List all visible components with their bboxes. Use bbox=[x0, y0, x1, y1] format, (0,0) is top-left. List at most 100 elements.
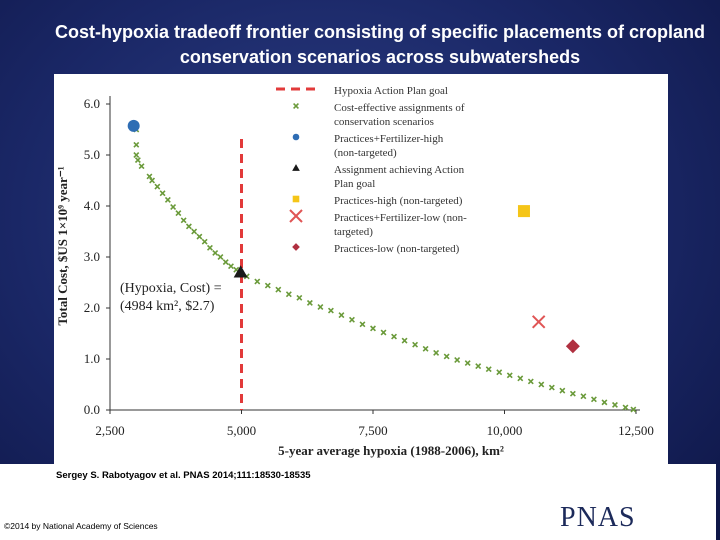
axes-layer: 0.0 1.0 2.0 3.0 4.0 5.0 6.0 2,500 5,000 7,500 10,0… bbox=[84, 96, 654, 438]
frontier-point bbox=[380, 329, 387, 336]
frontier-point bbox=[601, 399, 608, 406]
y-axis-label: Total Cost, $US 1×10⁹ year⁻¹ bbox=[55, 166, 70, 325]
legend-item-label: Practices-low (non-targeted) bbox=[334, 243, 460, 255]
legend-item-label: Hypoxia Action Plan goal bbox=[334, 85, 448, 97]
frontier-point bbox=[348, 316, 355, 323]
frontier-point bbox=[391, 333, 398, 340]
frontier-point bbox=[569, 390, 576, 397]
legend-swatch bbox=[292, 195, 300, 203]
frontier-point bbox=[538, 381, 545, 388]
frontier-point bbox=[180, 217, 187, 224]
frontier-point bbox=[196, 233, 203, 240]
annotation: (Hypoxia, Cost) = (4984 km², $2.7) bbox=[120, 281, 222, 314]
frontier-point bbox=[134, 157, 141, 164]
frontier-point bbox=[338, 312, 345, 319]
frontier-point bbox=[275, 286, 282, 293]
frontier-point bbox=[590, 396, 597, 403]
y-tick-label: 4.0 bbox=[84, 198, 100, 213]
y-tick-label: 3.0 bbox=[84, 249, 100, 264]
frontier-point bbox=[401, 337, 408, 344]
frontier-point bbox=[185, 223, 192, 230]
frontier-point bbox=[133, 152, 140, 158]
frontier-point bbox=[217, 254, 224, 260]
frontier-point bbox=[228, 263, 234, 270]
frontier-point bbox=[327, 307, 334, 314]
frontier-point bbox=[443, 353, 450, 360]
x-tick-label: 12,500 bbox=[618, 423, 654, 438]
legend-item-label: Plan goal bbox=[334, 178, 375, 190]
x-tick-label: 7,500 bbox=[358, 423, 387, 438]
x-tick-label: 5,000 bbox=[227, 423, 256, 438]
frontier-point bbox=[191, 228, 198, 235]
frontier-point bbox=[359, 321, 366, 328]
frontier-point bbox=[506, 372, 513, 379]
frontier-point bbox=[222, 259, 229, 266]
frontier-point bbox=[159, 190, 166, 197]
frontier-point bbox=[433, 349, 440, 356]
frontier-point bbox=[559, 387, 566, 394]
frontier-point bbox=[175, 210, 182, 217]
frontier-point bbox=[146, 173, 153, 180]
frontier-point bbox=[170, 204, 177, 210]
slide-title: Cost-hypoxia tradeoff frontier consistin… bbox=[54, 22, 706, 67]
legend-item-label: Practices+Fertilizer-low (non- bbox=[334, 212, 467, 224]
footer-band bbox=[0, 464, 716, 540]
frontier-point bbox=[412, 341, 419, 348]
x-point bbox=[531, 315, 546, 329]
y-tick-label: 2.0 bbox=[84, 300, 100, 315]
frontier-point bbox=[164, 196, 171, 203]
frontier-point bbox=[212, 249, 219, 256]
y-tick-label: 1.0 bbox=[84, 351, 100, 366]
publisher-logo: PNAS bbox=[560, 502, 636, 533]
frontier-point bbox=[422, 345, 429, 352]
legend-item-label: conservation scenarios bbox=[334, 116, 434, 128]
frontier-point bbox=[496, 369, 503, 376]
legend-item-label: Practices+Fertilizer-high bbox=[334, 133, 444, 145]
circle-point bbox=[127, 119, 140, 132]
frontier-point bbox=[611, 401, 618, 408]
frontier-point bbox=[201, 238, 208, 245]
legend-item-label: Cost-effective assignments of bbox=[334, 102, 465, 114]
frontier-point bbox=[464, 360, 471, 367]
frontier-point bbox=[548, 384, 555, 391]
annotation-line1: (Hypoxia, Cost) = bbox=[120, 281, 222, 296]
frontier-point bbox=[485, 366, 492, 373]
data-layer bbox=[127, 119, 637, 413]
citation: Sergey S. Rabotyagov et al. PNAS 2014;11… bbox=[56, 470, 311, 481]
frontier-point bbox=[630, 406, 637, 413]
triangle-point bbox=[233, 265, 248, 278]
y-tick-label: 6.0 bbox=[84, 96, 100, 111]
frontier-point bbox=[454, 357, 461, 363]
frontier-point bbox=[306, 299, 313, 306]
frontier-point bbox=[317, 304, 324, 310]
legend-swatch bbox=[292, 133, 300, 141]
x-tick-label: 2,500 bbox=[95, 423, 124, 438]
x-tick-label: 10,000 bbox=[487, 423, 523, 438]
frontier-point bbox=[154, 183, 161, 190]
annotation-line2: (4984 km², $2.7) bbox=[120, 299, 215, 314]
frontier-point bbox=[149, 177, 156, 184]
frontier-point bbox=[622, 404, 629, 411]
legend-item-label: (non-targeted) bbox=[334, 147, 397, 159]
frontier-point bbox=[206, 244, 213, 251]
y-tick-label: 0.0 bbox=[84, 402, 100, 417]
frontier-point bbox=[138, 163, 145, 170]
frontier-point bbox=[296, 294, 303, 301]
frontier-point bbox=[133, 141, 140, 148]
legend-swatch bbox=[289, 209, 303, 223]
legend: Hypoxia Action Plan goal Cost-effective a… bbox=[276, 85, 467, 255]
frontier-point bbox=[517, 375, 524, 382]
square-point bbox=[517, 205, 530, 218]
y-tick-label: 5.0 bbox=[84, 147, 100, 162]
frontier-point bbox=[527, 378, 534, 385]
frontier-point bbox=[475, 363, 482, 370]
diamond-point bbox=[565, 339, 580, 354]
legend-swatch bbox=[293, 103, 299, 109]
frontier-point bbox=[264, 282, 271, 289]
legend-item-label: targeted) bbox=[334, 226, 373, 238]
copyright-notice: ©2014 by National Academy of Sciences bbox=[4, 521, 158, 531]
frontier-point bbox=[580, 393, 587, 400]
legend-item-label: Assignment achieving Action bbox=[334, 164, 465, 176]
x-axis-label: 5-year average hypoxia (1988-2006), km² bbox=[278, 443, 504, 458]
legend-item-label: Practices-high (non-targeted) bbox=[334, 195, 463, 207]
